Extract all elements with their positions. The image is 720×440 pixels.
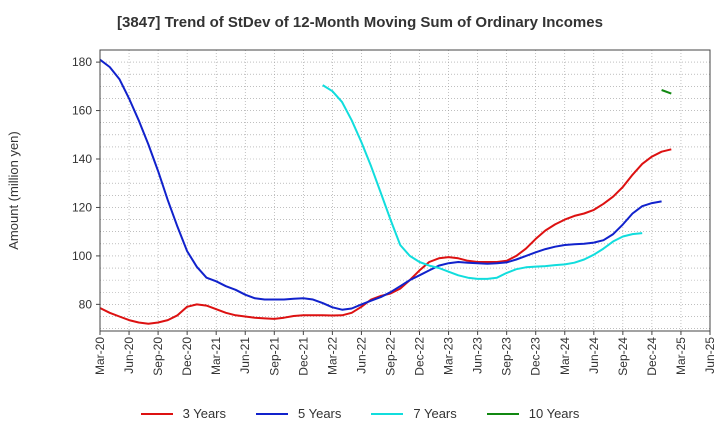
series-line — [99, 58, 662, 311]
x-tick-label: Jun-21 — [238, 337, 252, 374]
legend-label: 10 Years — [528, 406, 580, 421]
plot-area-frame — [99, 49, 711, 332]
series-line — [99, 148, 672, 325]
x-tick-label: Mar-24 — [558, 337, 572, 375]
x-tick-label: Mar-22 — [325, 337, 339, 375]
series-line — [661, 89, 672, 95]
x-tick-label: Sep-20 — [151, 337, 165, 376]
legend-item: 5 Years — [256, 406, 341, 421]
legend-label: 7 Years — [413, 406, 457, 421]
y-tick-label: 140 — [72, 152, 92, 166]
x-tick-label: Sep-22 — [383, 337, 397, 376]
x-axis-ticks: Mar-20 Jun-20 Sep-20 Dec-20 Mar-21 Jun-21 Sep-… — [93, 331, 717, 376]
x-tick-label: Mar-20 — [93, 337, 107, 375]
legend-swatch — [371, 412, 404, 415]
x-tick-label: Dec-24 — [645, 337, 659, 376]
chart-title: [3847] Trend of StDev of 12-Month Moving… — [117, 14, 603, 31]
series-lines — [99, 58, 672, 325]
legend-label: 5 Years — [298, 406, 342, 421]
y-axis-label: Amount (million yen) — [6, 131, 21, 250]
x-tick-label: Jun-25 — [703, 337, 717, 374]
x-tick-label: Sep-23 — [500, 337, 514, 376]
x-tick-label: Mar-21 — [209, 337, 223, 375]
x-tick-label: Mar-23 — [442, 337, 456, 375]
legend-item: 7 Years — [371, 406, 457, 421]
legend-swatch — [256, 412, 288, 415]
x-tick-label: Jun-20 — [122, 337, 136, 374]
legend-item: 10 Years — [486, 406, 580, 421]
x-tick-label: Jun-22 — [354, 337, 368, 374]
x-tick-label: Dec-23 — [529, 337, 543, 376]
series-line — [322, 84, 643, 280]
legend-swatch — [140, 412, 173, 415]
y-tick-label: 100 — [72, 249, 92, 263]
y-tick-label: 160 — [72, 104, 92, 118]
y-axis-ticks: 80 100 120 140 160 180 — [72, 55, 100, 311]
y-tick-label: 180 — [72, 55, 92, 69]
legend-swatch — [486, 412, 519, 415]
x-tick-label: Jun-23 — [471, 337, 485, 374]
y-tick-label: 80 — [79, 297, 93, 311]
x-tick-label: Sep-24 — [616, 337, 630, 376]
x-tick-label: Mar-25 — [674, 337, 688, 375]
legend: 3 Years 5 Years 7 Years 10 Years — [0, 406, 720, 421]
y-tick-label: 120 — [72, 200, 92, 214]
x-tick-label: Dec-20 — [180, 337, 194, 376]
x-tick-label: Dec-22 — [413, 337, 427, 376]
x-tick-label: Sep-21 — [267, 337, 281, 376]
legend-item: 3 Years — [140, 406, 226, 421]
x-tick-label: Dec-21 — [296, 337, 310, 376]
x-tick-label: Jun-24 — [587, 337, 601, 374]
legend-label: 3 Years — [182, 406, 226, 421]
